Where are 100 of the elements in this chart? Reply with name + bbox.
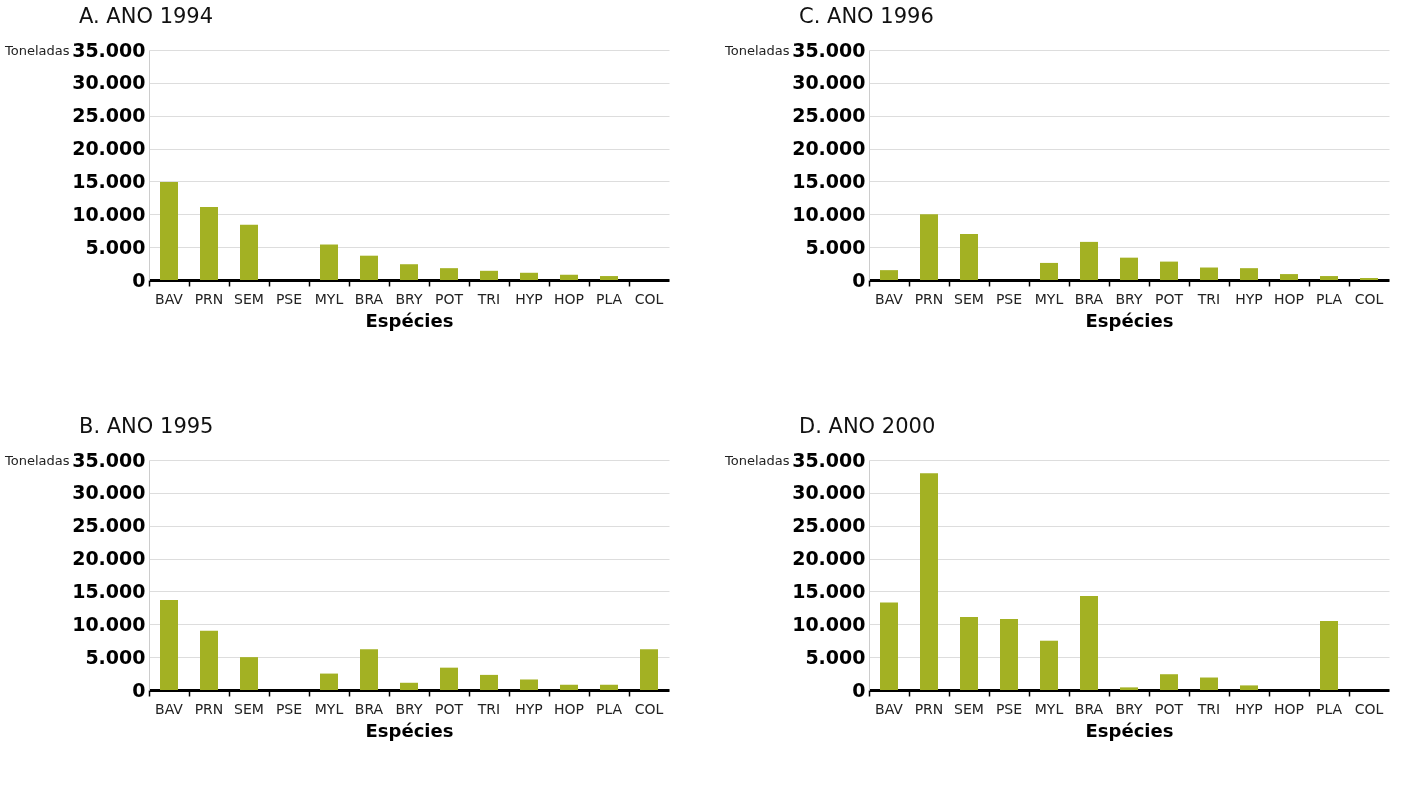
x-tick-label: MYL <box>314 700 344 717</box>
x-tick-label: BRA <box>354 700 384 717</box>
bar <box>520 272 538 280</box>
bar <box>1080 596 1098 690</box>
bar <box>1040 262 1058 280</box>
x-axis-title: Espécies <box>365 719 454 741</box>
x-tick-label: BRY <box>395 290 423 307</box>
y-tick-label: 25.000 <box>792 514 866 537</box>
bar <box>640 649 658 690</box>
x-tick-label: MYL <box>314 290 344 307</box>
bar <box>1040 640 1058 690</box>
x-tick-label: BRY <box>1115 700 1143 717</box>
bar <box>1200 677 1218 690</box>
x-tick-label: HYP <box>1235 290 1263 307</box>
bar <box>960 617 978 690</box>
x-tick-label: POT <box>1154 290 1184 307</box>
bar <box>360 649 378 690</box>
y-tick-label: 30.000 <box>72 71 146 94</box>
y-tick-label: 0 <box>852 678 866 701</box>
bar <box>1000 619 1018 690</box>
y-axis-title: Toneladas <box>4 42 70 58</box>
y-tick-label: 25.000 <box>72 514 146 537</box>
x-tick-label: PSE <box>995 290 1023 307</box>
y-tick-label: 10.000 <box>72 612 146 635</box>
bar <box>160 599 178 690</box>
y-axis-title: Toneladas <box>4 452 70 468</box>
bar <box>200 630 218 690</box>
x-tick-label: TRI <box>1196 290 1221 307</box>
chart-title: D. ANO 2000 <box>799 414 936 438</box>
x-tick-label: BRA <box>1074 290 1104 307</box>
x-tick-label: PLA <box>1315 290 1343 307</box>
y-tick-label: 20.000 <box>72 137 146 160</box>
bar <box>1080 241 1098 280</box>
x-tick-label: COL <box>634 290 664 307</box>
x-tick-label: HOP <box>1274 290 1304 307</box>
x-tick-label: HOP <box>554 700 584 717</box>
bar <box>960 234 978 280</box>
bar <box>1240 685 1258 690</box>
x-tick-label: PSE <box>995 700 1023 717</box>
bar <box>240 657 258 690</box>
x-tick-label: SEM <box>954 290 984 307</box>
x-tick-label: TRI <box>1196 700 1221 717</box>
bar <box>1120 257 1138 280</box>
bar <box>160 182 178 280</box>
y-tick-label: 35.000 <box>72 448 146 471</box>
x-tick-label: POT <box>434 700 464 717</box>
bar <box>920 473 938 690</box>
x-tick-label: PRN <box>914 700 944 717</box>
bar <box>1320 276 1338 280</box>
x-tick-label: BRA <box>1074 700 1104 717</box>
x-tick-label: TRI <box>476 290 501 307</box>
x-tick-label: BAV <box>875 290 904 307</box>
x-tick-label: HOP <box>554 290 584 307</box>
x-tick-label: PLA <box>595 290 623 307</box>
x-tick-label: BAV <box>155 700 184 717</box>
bar <box>600 276 618 280</box>
bar <box>1280 274 1298 280</box>
bar <box>1240 268 1258 280</box>
x-tick-label: COL <box>634 700 664 717</box>
x-tick-label: HYP <box>1235 700 1263 717</box>
x-tick-label: PRN <box>194 290 224 307</box>
y-tick-label: 25.000 <box>72 104 146 127</box>
y-tick-label: 10.000 <box>792 202 866 225</box>
y-tick-label: 35.000 <box>792 38 866 61</box>
x-tick-label: PSE <box>275 700 303 717</box>
x-tick-label: BAV <box>155 290 184 307</box>
y-tick-label: 25.000 <box>792 104 866 127</box>
x-tick-label: PSE <box>275 290 303 307</box>
y-tick-label: 0 <box>852 268 866 291</box>
y-tick-label: 5.000 <box>85 645 146 668</box>
x-tick-label: BRY <box>395 700 423 717</box>
chart-title: C. ANO 1996 <box>799 4 934 28</box>
x-axis-title: Espécies <box>365 309 454 331</box>
x-tick-label: COL <box>1354 700 1384 717</box>
x-tick-label: BRY <box>1115 290 1143 307</box>
y-tick-label: 30.000 <box>72 481 146 504</box>
bar <box>240 224 258 280</box>
x-tick-label: MYL <box>1034 290 1064 307</box>
y-tick-label: 0 <box>132 678 146 701</box>
bar <box>320 673 338 690</box>
x-tick-label: PRN <box>914 290 944 307</box>
bar <box>1160 674 1178 690</box>
y-tick-label: 35.000 <box>792 448 866 471</box>
y-tick-label: 30.000 <box>792 481 866 504</box>
bar <box>560 274 578 280</box>
x-tick-label: COL <box>1354 290 1384 307</box>
bar <box>1160 261 1178 280</box>
y-tick-label: 15.000 <box>792 169 866 192</box>
bar <box>520 679 538 690</box>
y-tick-label: 20.000 <box>792 547 866 570</box>
bar <box>480 674 498 690</box>
bar <box>1200 267 1218 280</box>
bar <box>600 684 618 690</box>
y-tick-label: 20.000 <box>792 137 866 160</box>
y-axis-title: Toneladas <box>724 452 790 468</box>
bar <box>880 602 898 690</box>
x-tick-label: TRI <box>476 700 501 717</box>
x-tick-label: HYP <box>515 290 543 307</box>
x-tick-label: PLA <box>1315 700 1343 717</box>
bar <box>360 255 378 280</box>
